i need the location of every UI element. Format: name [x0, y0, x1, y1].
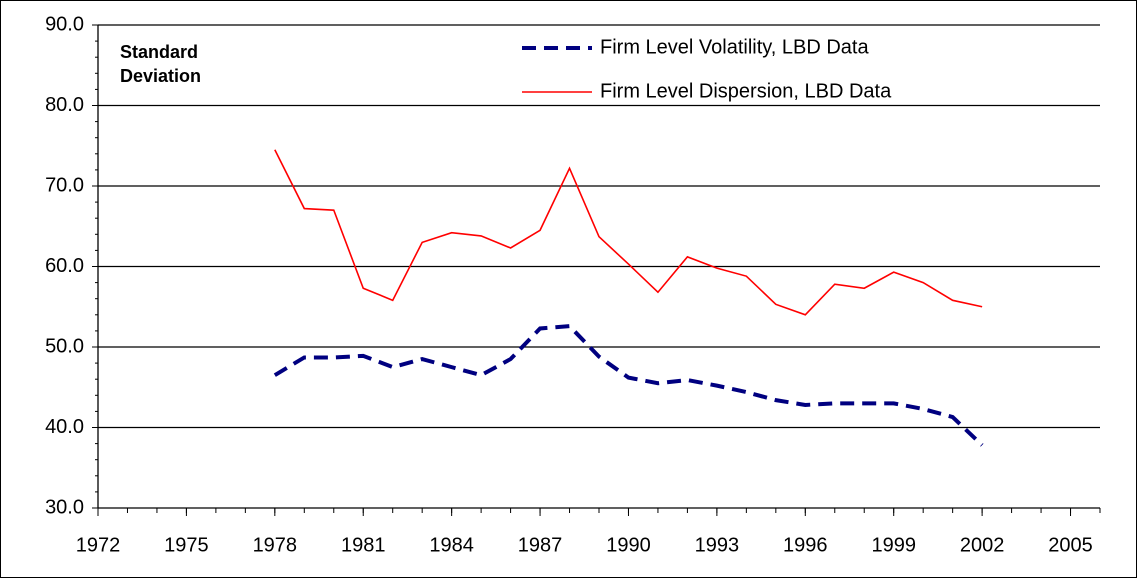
y-tick-label: 70.0 [45, 174, 84, 196]
x-tick-label: 1987 [518, 534, 563, 556]
x-tick-label: 1978 [253, 534, 298, 556]
x-tick-label: 1999 [871, 534, 916, 556]
x-tick-label: 1981 [341, 534, 386, 556]
x-tick-label: 1975 [164, 534, 209, 556]
x-tick-label: 1972 [76, 534, 121, 556]
x-tick-label: 1993 [695, 534, 740, 556]
y-tick-label: 80.0 [45, 94, 84, 116]
y-tick-label: 40.0 [45, 416, 84, 438]
x-tick-label: 1984 [429, 534, 474, 556]
y-tick-label: 50.0 [45, 335, 84, 357]
y-tick-label: 60.0 [45, 255, 84, 277]
series-line [273, 323, 984, 447]
x-tick-label: 1990 [606, 534, 651, 556]
x-tick-label: 2005 [1048, 534, 1093, 556]
series-line [274, 149, 983, 316]
legend-label: Firm Level Dispersion, LBD Data [600, 80, 892, 102]
x-tick-label: 2002 [960, 534, 1005, 556]
y-tick-label: 90.0 [45, 13, 84, 35]
annotation: Standard Deviation [120, 42, 202, 86]
x-tick-label: 1996 [783, 534, 828, 556]
legend-label: Firm Level Volatility, LBD Data [600, 36, 869, 58]
y-tick-label: 30.0 [45, 496, 84, 518]
